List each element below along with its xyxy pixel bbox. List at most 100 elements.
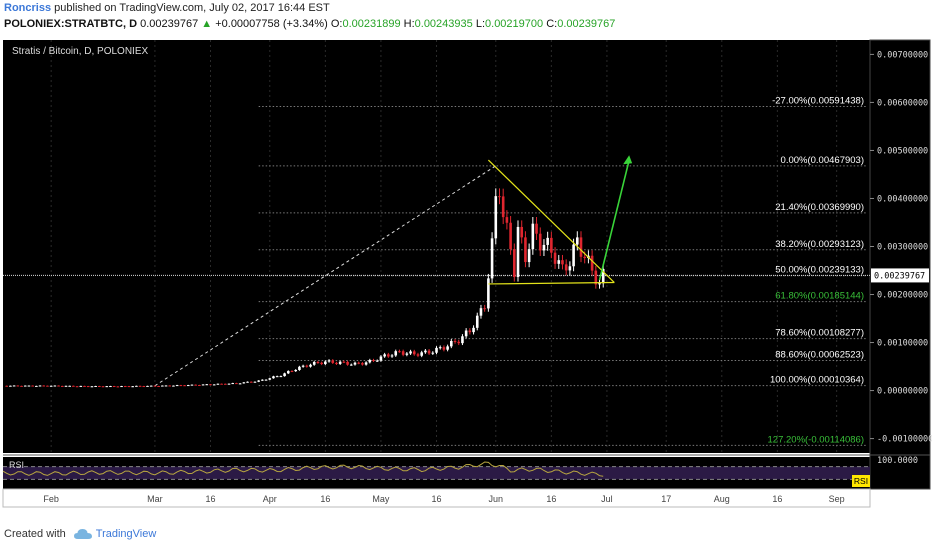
candle-body — [364, 362, 368, 365]
candle-body — [468, 330, 472, 333]
y-tick-label: 0.00600000 — [877, 98, 928, 108]
candle-body — [453, 340, 457, 342]
candle-body — [153, 385, 157, 387]
candle-body — [109, 386, 112, 388]
chart-svg[interactable]: 0.00700000 0.00600000 0.00500000 0.00400000… — [0, 37, 932, 515]
rsi-line — [2, 461, 604, 477]
candle-body — [516, 226, 520, 278]
candle-body — [268, 378, 272, 380]
candle-body — [557, 260, 561, 264]
open-value: 0.00231899 — [342, 18, 401, 30]
x-tick-label: Sep — [829, 494, 845, 504]
x-tick-label: Jul — [601, 494, 613, 504]
candle-body — [575, 237, 579, 245]
tradingview-brand[interactable]: TradingView — [73, 528, 156, 540]
candle-body — [550, 237, 553, 253]
candle-body — [368, 360, 372, 363]
candle-body — [224, 383, 227, 385]
x-tick-label: 16 — [320, 494, 330, 504]
candle-body — [346, 361, 349, 365]
chart-area[interactable]: 0.00700000 0.00600000 0.00500000 0.00400000… — [0, 37, 932, 515]
y-tick-label: -0.00100000 — [877, 435, 932, 445]
x-tick-label: Feb — [43, 494, 59, 504]
candle-body — [23, 385, 27, 387]
candle-body — [390, 355, 394, 357]
fib-level-label: 0.00%(0.00467903) — [781, 155, 864, 166]
candle-body — [338, 361, 342, 364]
candle-body — [320, 362, 323, 365]
close-label: C: — [546, 18, 558, 30]
candle-body — [435, 347, 438, 353]
candle-body — [246, 381, 249, 383]
time-axis-background — [2, 488, 871, 508]
candle-body — [60, 385, 64, 387]
candle-body — [235, 383, 238, 385]
fib-trend-line — [154, 165, 497, 387]
candle-body — [20, 385, 23, 387]
candle-body — [324, 361, 327, 365]
footer: Created with TradingView — [4, 528, 156, 540]
candle-body — [464, 330, 468, 337]
candle-body — [135, 385, 138, 387]
candle-body — [505, 217, 509, 223]
symbol-label: POLONIEX:STRATBTC, D — [4, 18, 138, 30]
current-price-badge — [871, 268, 929, 283]
candle-body — [220, 383, 223, 385]
y-tick-label: 0.00500000 — [877, 146, 928, 156]
candle-body — [394, 351, 398, 356]
x-tick-label: 17 — [661, 494, 671, 504]
candle-body — [450, 340, 453, 347]
open-label: O: — [330, 18, 343, 30]
candle-body — [35, 385, 38, 387]
low-value: 0.00219700 — [485, 18, 544, 30]
candle-body — [513, 249, 516, 278]
candle-body — [46, 385, 49, 387]
candle-body — [461, 336, 464, 344]
candle-body — [83, 385, 86, 387]
x-tick-label: Jun — [489, 494, 504, 504]
candle-body — [116, 386, 120, 388]
candle-body — [361, 363, 364, 365]
rsi-badge-label: RSI — [854, 476, 868, 486]
candle-body — [205, 384, 209, 386]
candle-body — [101, 386, 105, 388]
candle-body — [357, 362, 360, 364]
candle-body — [531, 223, 535, 250]
last-price: 0.00239767 — [140, 18, 199, 30]
chart-title: Stratis / Bitcoin, D, POLONIEX — [12, 46, 148, 57]
candle-body — [272, 376, 275, 379]
candle-body — [316, 361, 320, 363]
fib-level-label: 88.60%(0.00062523) — [775, 350, 864, 361]
candle-body — [72, 385, 75, 387]
fib-level-label: 127.20%(-0.00114086) — [768, 434, 864, 445]
triangle-upper-line — [487, 159, 615, 283]
candle-body — [112, 386, 116, 388]
candle-body — [38, 385, 42, 387]
candle-body — [86, 386, 90, 388]
candle-body — [427, 350, 431, 354]
candle-body — [179, 385, 183, 387]
candle-body — [509, 222, 512, 250]
candle-body — [90, 386, 94, 388]
candle-body — [446, 346, 449, 350]
y-tick-label: 0.00700000 — [877, 50, 928, 60]
x-tick-label: 16 — [772, 494, 782, 504]
y-tick-label: 0.00000000 — [877, 387, 928, 397]
candle-body — [75, 386, 79, 388]
fib-level-label: 78.60%(0.00108277) — [775, 328, 864, 339]
candle-body — [561, 260, 564, 265]
candle-body — [94, 385, 97, 387]
candle-body — [594, 270, 598, 285]
candle-body — [438, 347, 442, 349]
rsi-badge — [852, 475, 870, 487]
current-price-label: 0.00239767 — [874, 271, 925, 281]
candle-body — [64, 385, 68, 387]
up-arrow-icon: ▲ — [201, 18, 213, 30]
candle-body — [490, 238, 494, 279]
candle-body — [524, 237, 527, 263]
candle-body — [79, 385, 83, 387]
candle-body — [349, 364, 353, 366]
author-link[interactable]: Roncriss — [4, 2, 52, 14]
candle-body — [498, 196, 501, 198]
candle-body — [68, 385, 71, 387]
